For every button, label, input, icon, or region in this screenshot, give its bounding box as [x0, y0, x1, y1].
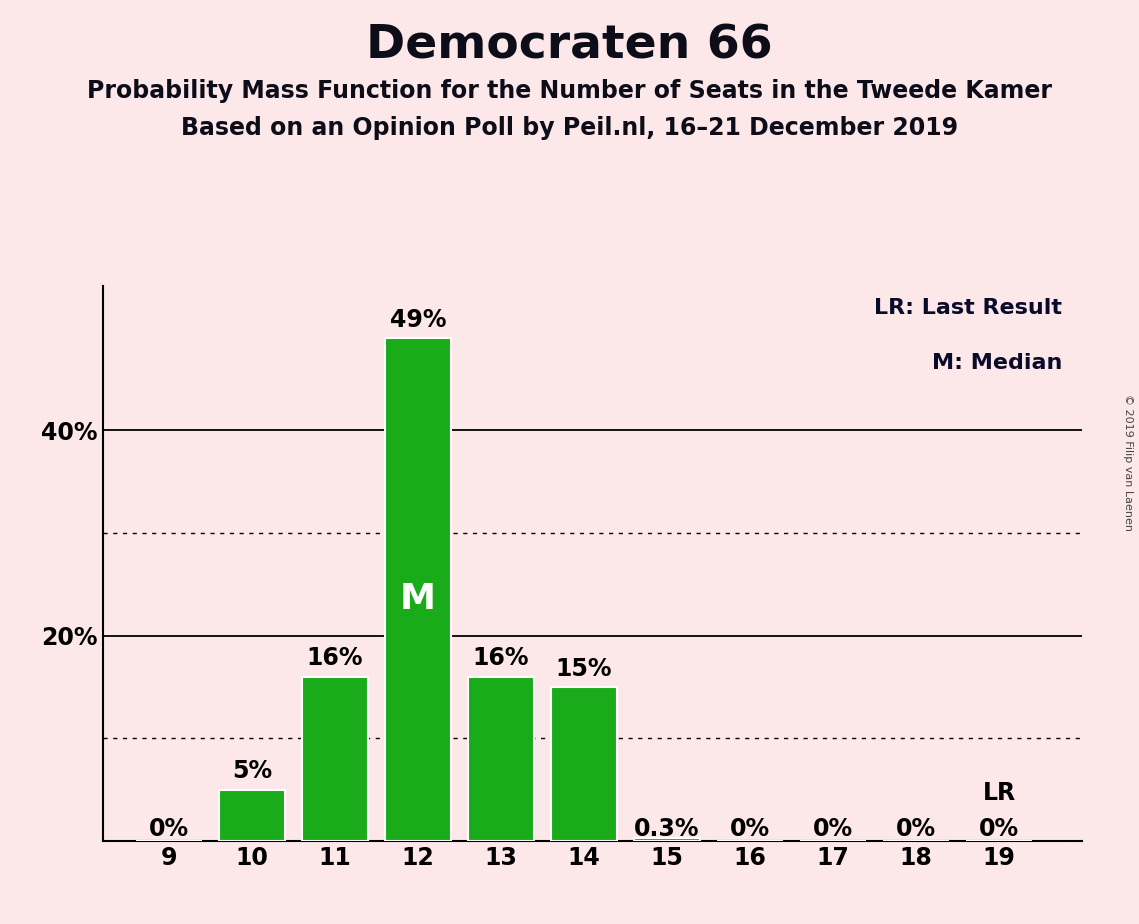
Text: M: Median: M: Median	[932, 353, 1063, 373]
Text: 15%: 15%	[556, 657, 613, 681]
Bar	[551, 687, 617, 841]
Text: 0%: 0%	[896, 817, 936, 841]
Bar	[633, 838, 700, 841]
Text: 0%: 0%	[813, 817, 853, 841]
Bar	[385, 338, 451, 841]
Text: M: M	[400, 582, 436, 616]
Text: 5%: 5%	[232, 760, 272, 784]
Text: Probability Mass Function for the Number of Seats in the Tweede Kamer: Probability Mass Function for the Number…	[87, 79, 1052, 103]
Bar	[219, 789, 285, 841]
Text: Democraten 66: Democraten 66	[366, 23, 773, 68]
Text: 16%: 16%	[473, 647, 530, 671]
Bar	[468, 676, 534, 841]
Text: 0%: 0%	[980, 817, 1019, 841]
Text: © 2019 Filip van Laenen: © 2019 Filip van Laenen	[1123, 394, 1133, 530]
Text: Based on an Opinion Poll by Peil.nl, 16–21 December 2019: Based on an Opinion Poll by Peil.nl, 16–…	[181, 116, 958, 140]
Text: LR: Last Result: LR: Last Result	[875, 298, 1063, 318]
Text: 16%: 16%	[306, 647, 363, 671]
Bar	[302, 676, 368, 841]
Text: 49%: 49%	[390, 308, 446, 332]
Text: 0%: 0%	[730, 817, 770, 841]
Text: LR: LR	[983, 781, 1016, 805]
Text: 0%: 0%	[149, 817, 189, 841]
Text: 0.3%: 0.3%	[634, 817, 699, 841]
